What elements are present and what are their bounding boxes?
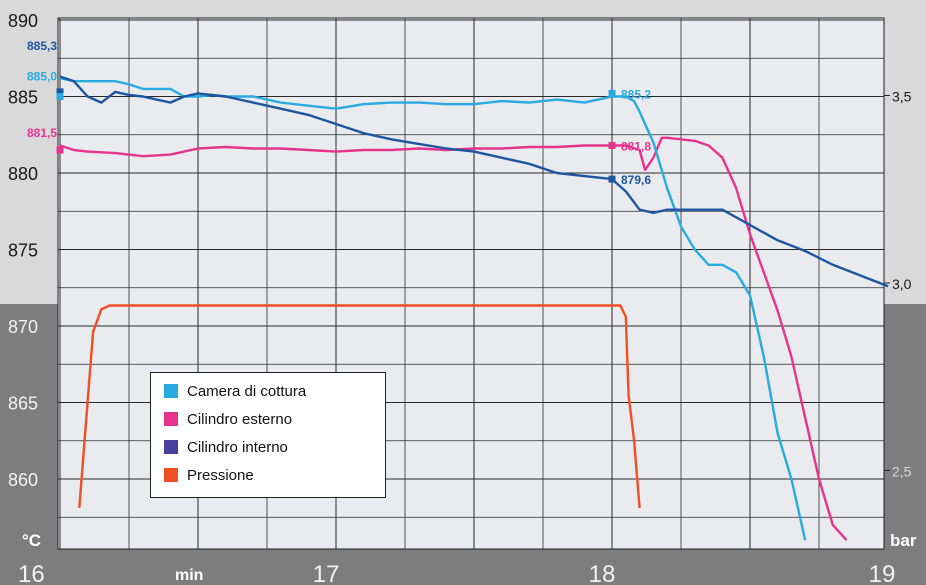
data-label: 885,0 xyxy=(27,70,57,84)
y-tick-label: 870 xyxy=(8,317,38,337)
data-label: 881,5 xyxy=(27,126,57,140)
value-marker xyxy=(56,146,64,154)
x-axis-label: min xyxy=(175,567,203,584)
y2-axis-label: bar xyxy=(890,531,917,550)
chart-legend: Camera di cottura Cilindro esterno Cilin… xyxy=(150,372,386,498)
y2-tick-label: 3,0 xyxy=(892,276,912,292)
series-line-3 xyxy=(78,304,641,509)
value-marker xyxy=(56,88,64,96)
legend-swatch-pressione xyxy=(164,468,178,482)
legend-label-cilindro-interno: Cilindro interno xyxy=(187,438,288,456)
legend-swatch-cilindro-esterno xyxy=(164,412,178,426)
series-line-1 xyxy=(59,136,848,542)
value-marker xyxy=(608,141,616,149)
x-tick-label: 17 xyxy=(313,561,340,585)
series-line-2 xyxy=(59,75,889,288)
y-tick-label: 890 xyxy=(8,11,38,31)
legend-item-pressione: Pressione xyxy=(164,465,254,485)
legend-label-cilindro-esterno: Cilindro esterno xyxy=(187,410,293,428)
data-label: 885,2 xyxy=(621,87,651,101)
series-line-0 xyxy=(59,76,807,541)
y2-tick-label: 2,5 xyxy=(892,464,912,480)
legend-item-cilindro-interno: Cilindro interno xyxy=(164,437,288,457)
legend-swatch-cilindro-interno xyxy=(164,440,178,454)
legend-item-cilindro-esterno: Cilindro esterno xyxy=(164,409,292,429)
value-marker xyxy=(608,89,616,97)
y-tick-label: 865 xyxy=(8,394,38,414)
legend-swatch-camera xyxy=(164,384,178,398)
legend-label-pressione: Pressione xyxy=(187,466,254,484)
y2-tick-label: 3,5 xyxy=(892,89,912,105)
value-marker xyxy=(608,175,616,183)
data-label: 881,8 xyxy=(621,139,651,153)
y-tick-label: 875 xyxy=(8,241,38,261)
x-tick-label: 18 xyxy=(589,561,616,585)
x-tick-label: 19 xyxy=(869,561,896,585)
value-marker xyxy=(56,93,64,100)
data-label: 879,6 xyxy=(621,173,651,187)
x-tick-label: 16 xyxy=(18,561,45,585)
y-tick-label: 885 xyxy=(8,88,38,108)
y-tick-label: 860 xyxy=(8,470,38,490)
y-axis-label: °C xyxy=(22,531,41,550)
legend-item-camera: Camera di cottura xyxy=(164,381,306,401)
data-label: 885,3 xyxy=(27,39,57,53)
legend-label-camera: Camera di cottura xyxy=(187,382,307,400)
y-tick-label: 880 xyxy=(8,164,38,184)
